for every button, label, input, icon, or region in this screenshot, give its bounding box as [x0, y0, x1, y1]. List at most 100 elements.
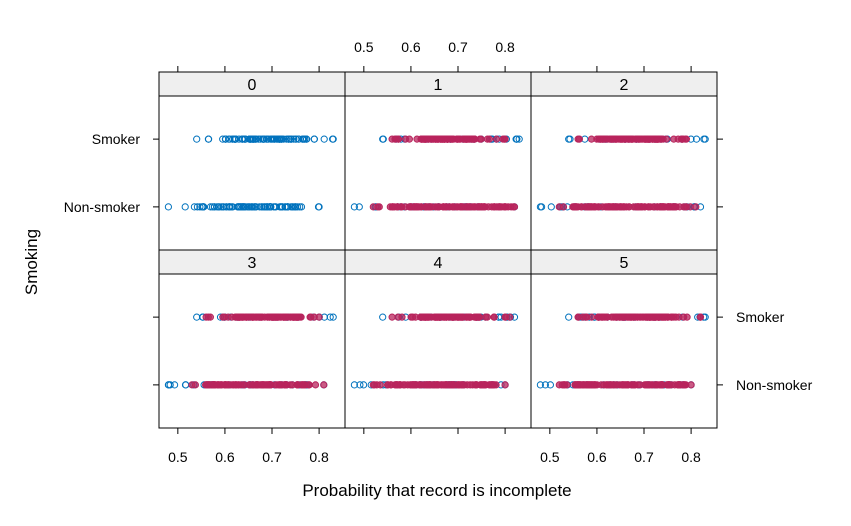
data-point	[433, 313, 441, 321]
data-point	[701, 135, 709, 143]
data-point	[498, 203, 506, 211]
data-point	[208, 203, 216, 211]
data-point	[292, 135, 300, 143]
data-point	[633, 313, 641, 321]
data-point	[311, 381, 320, 389]
data-point	[206, 203, 215, 211]
data-point	[262, 135, 270, 143]
data-point	[536, 203, 545, 211]
data-point	[656, 203, 664, 211]
data-point	[188, 381, 196, 389]
x-tick-label: 0.7	[262, 449, 282, 465]
data-point	[409, 381, 417, 389]
data-point	[244, 313, 252, 321]
data-point	[492, 381, 500, 389]
data-point	[350, 203, 358, 211]
panel-strip	[530, 71, 718, 97]
data-point	[573, 381, 581, 389]
data-point	[513, 135, 521, 143]
data-point	[355, 203, 363, 211]
data-point	[665, 381, 674, 389]
data-point	[654, 313, 662, 321]
data-point	[501, 381, 509, 389]
x-tick-label: 0.8	[309, 449, 329, 465]
data-point	[546, 381, 555, 389]
data-point	[493, 135, 501, 143]
data-point	[245, 135, 253, 143]
data-point	[190, 203, 198, 211]
panel-frame	[158, 95, 346, 251]
data-point	[506, 313, 514, 321]
data-point	[296, 203, 304, 211]
data-point	[384, 381, 392, 389]
x-tick-label: 0.6	[215, 449, 235, 465]
y-tick-label: Non-smoker	[64, 199, 141, 215]
x-tick-label: 0.6	[587, 449, 607, 465]
data-point	[668, 313, 676, 321]
data-point	[299, 135, 307, 143]
x-tick-label: 0.7	[448, 39, 468, 55]
data-point	[424, 381, 432, 389]
data-point	[290, 135, 298, 143]
data-point	[565, 313, 573, 321]
data-point	[431, 203, 439, 211]
data-point	[292, 203, 300, 211]
data-point	[682, 203, 690, 211]
data-point	[588, 381, 596, 389]
data-point	[237, 313, 245, 321]
data-point	[677, 381, 685, 389]
data-point	[205, 135, 213, 143]
data-point	[199, 203, 207, 211]
data-point	[398, 313, 406, 321]
data-point	[226, 203, 234, 211]
panel-frame	[344, 95, 532, 251]
data-point	[608, 135, 616, 143]
data-point	[472, 381, 481, 389]
panel-strip-label: 1	[434, 77, 443, 94]
data-point	[595, 135, 603, 143]
x-axis-title: Probability that record is incomplete	[302, 481, 571, 500]
data-point	[680, 313, 688, 321]
data-point	[246, 203, 254, 211]
data-point	[259, 135, 267, 143]
data-point	[443, 313, 451, 321]
data-point	[555, 203, 563, 211]
data-point	[310, 135, 318, 143]
data-point	[360, 381, 368, 389]
data-point	[292, 313, 300, 321]
data-point	[414, 203, 422, 211]
data-point	[164, 381, 172, 389]
data-point	[389, 203, 397, 211]
data-point	[222, 203, 230, 211]
data-point	[417, 313, 425, 321]
data-point	[249, 203, 257, 211]
data-point	[572, 203, 580, 211]
data-point	[283, 135, 291, 143]
data-point	[229, 135, 237, 143]
data-point	[253, 381, 261, 389]
data-point	[231, 135, 239, 143]
data-point	[620, 135, 628, 143]
data-point	[261, 203, 270, 211]
x-tick-label: 0.5	[354, 39, 374, 55]
data-point	[536, 381, 545, 389]
data-point	[515, 135, 523, 143]
data-point	[603, 203, 611, 211]
data-point	[315, 313, 323, 321]
data-point	[480, 381, 488, 389]
data-point	[424, 135, 432, 143]
data-point	[369, 203, 377, 211]
data-point	[625, 203, 633, 211]
panel-frame	[344, 273, 532, 429]
data-point	[315, 203, 323, 211]
data-point	[193, 313, 201, 321]
x-tick-label: 0.8	[681, 449, 701, 465]
data-point	[448, 135, 456, 143]
data-point	[445, 381, 453, 389]
data-point	[284, 313, 292, 321]
data-point	[682, 135, 691, 143]
data-point	[181, 381, 190, 389]
data-point	[287, 203, 295, 211]
data-point	[218, 381, 226, 389]
data-point	[443, 203, 451, 211]
